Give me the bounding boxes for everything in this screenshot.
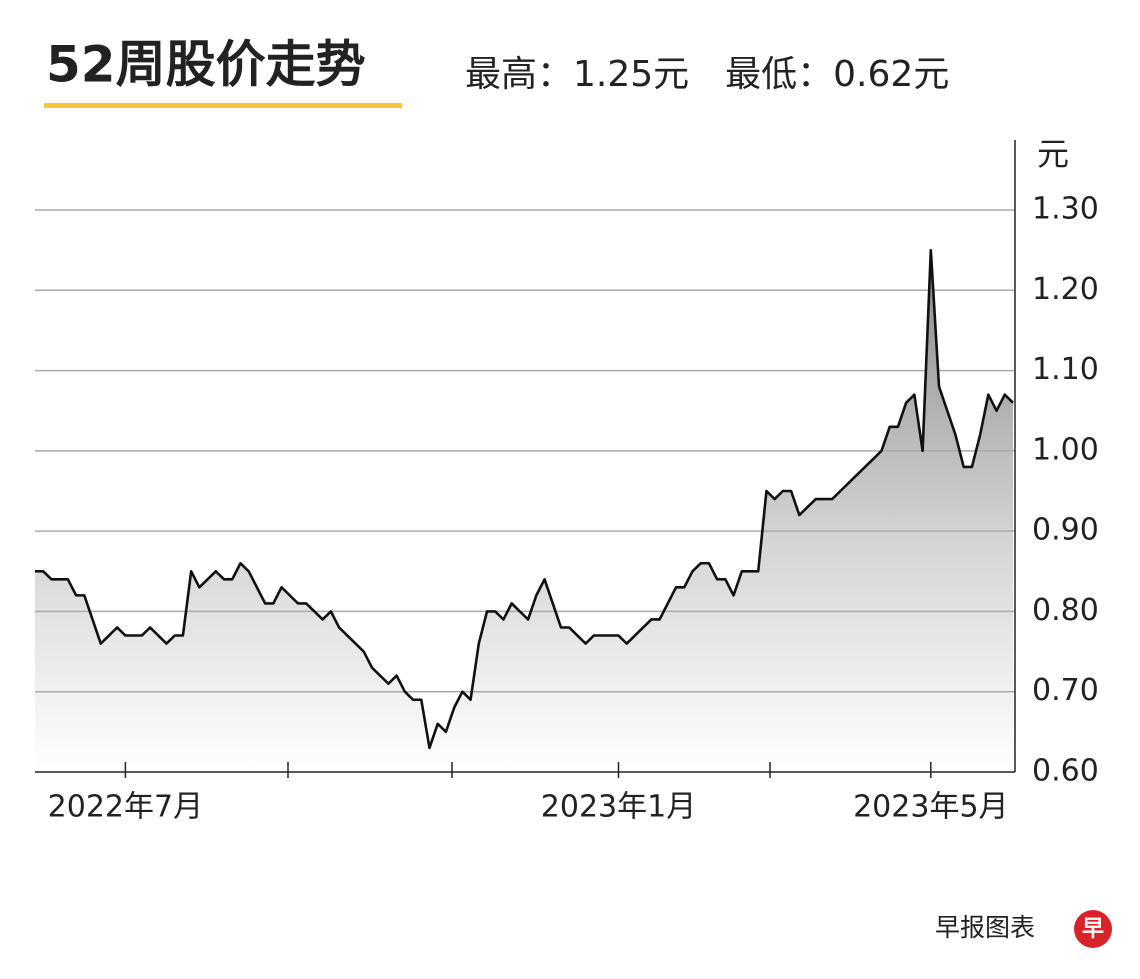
source: 早报图表	[935, 913, 1035, 942]
y-tick-label: 0.80	[1032, 593, 1099, 628]
y-tick-label: 1.00	[1032, 432, 1099, 467]
price-line	[35, 248, 1014, 750]
chart-title: 52周股价走势	[46, 36, 366, 94]
y-tick-label: 0.70	[1032, 673, 1099, 708]
minor-ticks	[287, 762, 771, 778]
y-tick-label: 1.30	[1032, 192, 1099, 227]
y-tick-label: 1.10	[1032, 352, 1099, 387]
logo-circle	[1074, 910, 1112, 948]
y-tick-label: 0.90	[1032, 513, 1099, 548]
title-underline	[44, 103, 402, 108]
y-unit: 元	[1037, 135, 1069, 173]
logo: 早	[1082, 917, 1104, 942]
subtitle: 最高：1.25元 最低：0.62元	[465, 54, 949, 95]
area-fill	[35, 250, 1013, 772]
plot: 0.60 0.70 0.80 0.90 1.00 1.10 1.20 1.30 2022年7月 2…	[35, 192, 1099, 825]
x-tick-label: 2023年5月	[853, 790, 1008, 825]
x-tick-label: 2022年7月	[48, 790, 203, 825]
y-tick-label: 1.20	[1032, 272, 1099, 307]
x-tick-label: 2023年1月	[541, 790, 696, 825]
y-tick-label: 0.60	[1032, 754, 1099, 789]
